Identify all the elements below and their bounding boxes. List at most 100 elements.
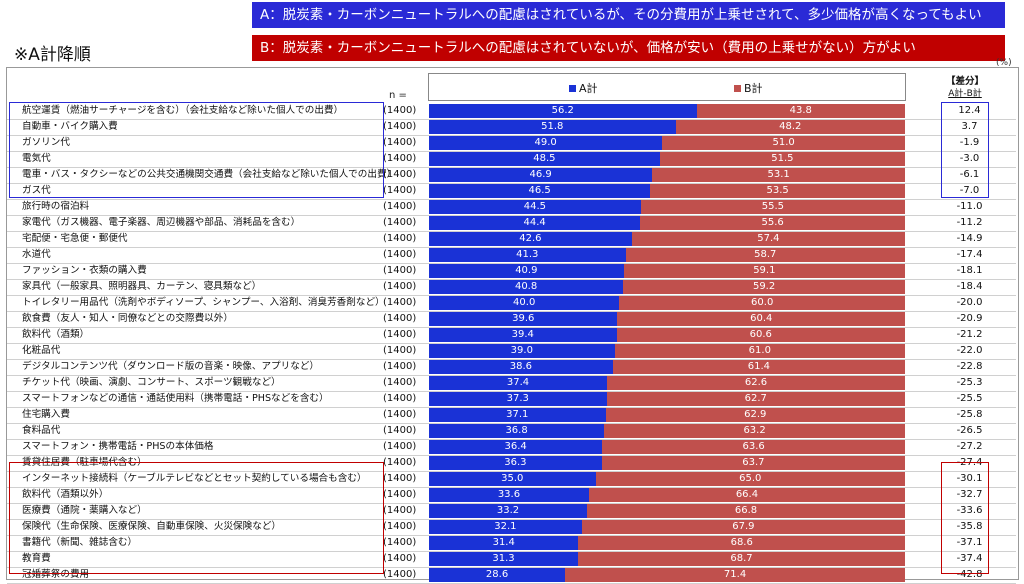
legend-swatch-b bbox=[734, 84, 741, 92]
highlight-top-diffs bbox=[941, 102, 989, 198]
bar-segment-b bbox=[631, 232, 905, 246]
bar-segment-b bbox=[595, 472, 905, 486]
bar-segment-a bbox=[429, 392, 607, 406]
bar-segment-b bbox=[605, 408, 905, 422]
bar-segment-a bbox=[429, 344, 615, 358]
bar-segment-a bbox=[429, 232, 632, 246]
sample-size: (1400) bbox=[383, 345, 417, 356]
bar-segment-b bbox=[616, 328, 905, 342]
diff-header-title: 【差分】 bbox=[945, 76, 984, 87]
chart-row: 保険代（生命保険、医療保険、自動車保険、火災保険など） (1400) 32.1 67.… bbox=[7, 519, 1016, 536]
value-label-a: 37.3 bbox=[506, 393, 529, 404]
diff-value: -26.5 bbox=[956, 425, 983, 436]
value-label-b: 63.2 bbox=[743, 425, 766, 436]
sample-size: (1400) bbox=[383, 137, 417, 148]
sample-size: (1400) bbox=[383, 281, 417, 292]
value-label-b: 59.2 bbox=[752, 281, 776, 292]
bar-segment-b bbox=[578, 536, 905, 550]
category-label: ファッション・衣類の購入費 bbox=[22, 265, 147, 276]
percent-unit: (%) bbox=[996, 58, 1012, 68]
chart-row: 水道代 (1400) 41.3 58.7 -17.4 bbox=[7, 247, 1016, 264]
category-label: 電車・バス・タクシーなどの公共交通機関交通費（会社支給など除いた個人での出費） bbox=[22, 169, 397, 180]
value-label-b: 68.7 bbox=[730, 553, 753, 564]
sample-size: (1400) bbox=[383, 409, 417, 420]
chart-row: 食料品代 (1400) 36.8 63.2 -26.5 bbox=[7, 423, 1016, 440]
category-label: 医療費（通院・薬購入など） bbox=[22, 505, 147, 516]
value-label-a: 49.0 bbox=[534, 137, 557, 148]
bar-segment-b bbox=[659, 152, 905, 166]
highlight-bottom-diffs bbox=[941, 462, 989, 574]
sample-size: (1400) bbox=[383, 489, 417, 500]
diff-value: -14.9 bbox=[956, 233, 983, 244]
category-label: 家電代（ガス機器、電子楽器、周辺機器や部品、消耗品を含む） bbox=[22, 217, 301, 228]
value-label-b: 71.4 bbox=[723, 569, 747, 580]
chart-row: スマートフォンなどの通信・通話使用料（携帯電話・PHSなどを含む） (1400) 3… bbox=[7, 391, 1016, 408]
value-label-b: 55.6 bbox=[761, 217, 784, 228]
value-label-b: 62.7 bbox=[744, 393, 767, 404]
value-label-b: 65.0 bbox=[739, 473, 762, 484]
value-label-b: 43.8 bbox=[789, 105, 812, 116]
category-label: 冠婚葬祭の費用 bbox=[22, 569, 90, 580]
bar-segment-b bbox=[640, 216, 905, 230]
value-label-a: 56.2 bbox=[551, 105, 574, 116]
sample-size: (1400) bbox=[383, 425, 417, 436]
chart-row: 飲食費（友人・知人・同僚などとの交際費以外） (1400) 39.6 60.4 -20.… bbox=[7, 311, 1016, 328]
diff-value: -6.1 bbox=[959, 169, 980, 180]
bar-segment-a bbox=[429, 440, 603, 454]
bar-segment-a bbox=[429, 296, 620, 310]
value-label-a: 33.2 bbox=[496, 505, 520, 516]
sample-size: (1400) bbox=[383, 297, 417, 308]
value-label-b: 57.4 bbox=[757, 233, 780, 244]
highlight-bottom-labels bbox=[9, 462, 384, 574]
bar-segment-b bbox=[652, 168, 905, 182]
bar-segment-b bbox=[675, 120, 905, 134]
bar-segment-b bbox=[601, 456, 905, 470]
chart-row: ガス代 (1400) 46.5 53.5 -7.0 bbox=[7, 183, 1016, 200]
diff-value: -18.1 bbox=[956, 265, 983, 276]
category-label: 飲料代（酒類以外） bbox=[22, 489, 109, 500]
category-label: 飲食費（友人・知人・同僚などとの交際費以外） bbox=[22, 313, 233, 324]
bar-segment-b bbox=[607, 376, 905, 390]
bar-segment-b bbox=[587, 504, 905, 518]
diff-value: -20.0 bbox=[956, 297, 983, 308]
category-label: スマートフォン・携帯電話・PHSの本体価格 bbox=[22, 441, 214, 452]
diff-value: -11.0 bbox=[956, 201, 983, 212]
bar-segment-b bbox=[625, 248, 905, 262]
value-label-a: 44.5 bbox=[523, 201, 547, 212]
value-label-a: 39.4 bbox=[511, 329, 534, 340]
bar-segment-a bbox=[429, 488, 589, 502]
sample-size: (1400) bbox=[383, 105, 417, 116]
category-label: 教育費 bbox=[22, 553, 51, 564]
chart-row: 化粧品代 (1400) 39.0 61.0 -22.0 bbox=[7, 343, 1016, 360]
chart-row: ガソリン代 (1400) 49.0 51.0 -1.9 bbox=[7, 135, 1016, 152]
bar-segment-a bbox=[429, 136, 663, 150]
bar-segment-b bbox=[640, 200, 905, 214]
bar-segment-b bbox=[581, 520, 905, 534]
bar-segment-a bbox=[429, 328, 617, 342]
value-label-a: 46.9 bbox=[529, 169, 552, 180]
value-label-b: 68.6 bbox=[730, 537, 753, 548]
category-label: デジタルコンテンツ代（ダウンロード版の音楽・映像、アプリなど） bbox=[22, 361, 320, 372]
value-label-b: 61.0 bbox=[748, 345, 771, 356]
category-label: スマートフォンなどの通信・通話使用料（携帯電話・PHSなどを含む） bbox=[22, 393, 329, 404]
diff-value: -42.8 bbox=[956, 569, 983, 580]
bar-segment-a bbox=[429, 168, 653, 182]
bar-segment-a bbox=[429, 360, 613, 374]
bar-segment-a bbox=[429, 456, 602, 470]
value-label-a: 36.4 bbox=[504, 441, 527, 452]
value-label-b: 55.5 bbox=[761, 201, 785, 212]
bar-segment-b bbox=[588, 488, 905, 502]
chart-row: ファッション・衣類の購入費 (1400) 40.9 59.1 -18.1 bbox=[7, 263, 1016, 280]
diff-header-sub: A計-B計 bbox=[948, 89, 982, 99]
sample-size: (1400) bbox=[383, 201, 417, 212]
sample-size: (1400) bbox=[383, 185, 417, 196]
diff-header: 【差分】 A計-B計 bbox=[940, 76, 990, 100]
sample-size: (1400) bbox=[383, 361, 417, 372]
value-label-a: 32.1 bbox=[494, 521, 517, 532]
chart-row: チケット代（映画、演劇、コンサート、スポーツ観戦など） (1400) 37.4 62.… bbox=[7, 375, 1016, 392]
value-label-b: 59.1 bbox=[753, 265, 776, 276]
chart-row: 飲料代（酒類以外） (1400) 33.6 66.4 -32.7 bbox=[7, 487, 1016, 504]
sort-note: ※A計降順 bbox=[14, 45, 91, 65]
bar-segment-b bbox=[617, 312, 905, 326]
bar-segment-a bbox=[429, 200, 641, 214]
